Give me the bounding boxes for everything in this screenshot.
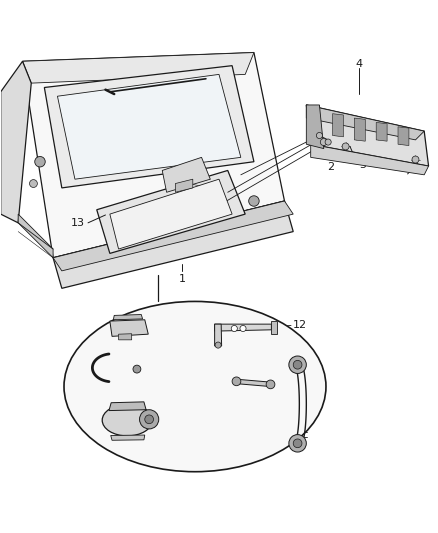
Polygon shape: [215, 324, 222, 346]
Text: 6: 6: [235, 446, 242, 456]
Circle shape: [289, 434, 306, 452]
Polygon shape: [22, 53, 285, 258]
Text: 8: 8: [169, 320, 176, 330]
Polygon shape: [44, 66, 254, 188]
Text: 7: 7: [109, 443, 116, 454]
Circle shape: [320, 139, 327, 146]
Polygon shape: [306, 105, 428, 166]
Polygon shape: [332, 114, 343, 137]
Polygon shape: [311, 144, 428, 175]
Circle shape: [412, 156, 419, 163]
Text: 1: 1: [178, 274, 185, 284]
Text: 2: 2: [327, 161, 334, 172]
Circle shape: [266, 380, 275, 389]
Polygon shape: [113, 314, 143, 320]
Circle shape: [35, 157, 45, 167]
Polygon shape: [1, 61, 31, 223]
Polygon shape: [175, 179, 193, 192]
Circle shape: [289, 356, 306, 374]
Text: 5: 5: [360, 160, 367, 170]
Text: 10: 10: [252, 388, 266, 398]
Text: 4: 4: [355, 59, 362, 69]
Circle shape: [293, 360, 302, 369]
Polygon shape: [162, 157, 210, 192]
Polygon shape: [376, 123, 387, 141]
Polygon shape: [57, 75, 241, 179]
Polygon shape: [215, 324, 272, 331]
Polygon shape: [110, 320, 148, 336]
Circle shape: [133, 365, 141, 373]
Circle shape: [240, 326, 246, 332]
Circle shape: [316, 133, 322, 139]
Polygon shape: [53, 201, 293, 288]
Circle shape: [342, 143, 349, 150]
Polygon shape: [306, 105, 424, 140]
Text: 13: 13: [71, 218, 85, 228]
Circle shape: [325, 139, 331, 145]
Circle shape: [29, 180, 37, 188]
Polygon shape: [306, 105, 324, 149]
Ellipse shape: [102, 405, 152, 436]
Polygon shape: [354, 118, 365, 141]
Circle shape: [231, 326, 237, 332]
Polygon shape: [109, 402, 146, 410]
Polygon shape: [110, 179, 232, 249]
Polygon shape: [97, 171, 245, 253]
Polygon shape: [18, 214, 53, 258]
Polygon shape: [271, 321, 277, 334]
Polygon shape: [22, 53, 254, 83]
Polygon shape: [119, 334, 132, 340]
Circle shape: [293, 439, 302, 448]
Text: 3: 3: [420, 152, 427, 161]
Circle shape: [215, 342, 221, 348]
Circle shape: [140, 410, 159, 429]
Polygon shape: [53, 201, 293, 271]
Polygon shape: [398, 127, 409, 146]
Text: 12: 12: [293, 320, 307, 330]
Circle shape: [145, 415, 153, 424]
Circle shape: [232, 377, 241, 386]
Circle shape: [249, 196, 259, 206]
Polygon shape: [235, 379, 272, 386]
Ellipse shape: [64, 302, 326, 472]
Polygon shape: [111, 435, 145, 440]
Text: 14: 14: [83, 373, 97, 383]
